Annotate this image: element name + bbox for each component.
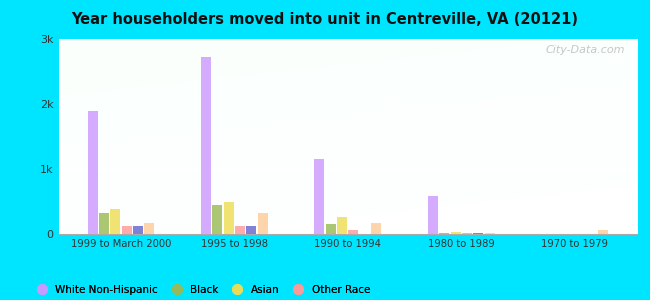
Bar — [450, 232, 460, 234]
Bar — [246, 226, 256, 234]
Bar — [371, 223, 381, 234]
Bar — [348, 230, 358, 234]
Bar — [439, 233, 449, 234]
Text: City-Data.com: City-Data.com — [546, 45, 625, 55]
Bar — [326, 224, 336, 234]
Bar — [133, 226, 143, 234]
Bar — [473, 233, 483, 234]
Legend: White Non-Hispanic, Black, Asian, Other Race: White Non-Hispanic, Black, Asian, Other … — [31, 285, 370, 295]
Bar — [88, 110, 97, 234]
Bar — [257, 213, 268, 234]
Bar — [213, 206, 222, 234]
Text: Year householders moved into unit in Centreville, VA (20121): Year householders moved into unit in Cen… — [72, 12, 578, 27]
Bar — [337, 217, 347, 234]
Bar — [99, 212, 109, 234]
Bar — [144, 223, 154, 234]
Bar — [111, 209, 120, 234]
Bar — [315, 159, 324, 234]
Bar — [224, 202, 233, 234]
Bar — [201, 57, 211, 234]
Bar — [484, 233, 495, 234]
Bar — [462, 233, 472, 234]
Bar — [428, 196, 438, 234]
Bar — [122, 226, 131, 234]
Bar — [235, 226, 245, 234]
Bar — [598, 230, 608, 234]
